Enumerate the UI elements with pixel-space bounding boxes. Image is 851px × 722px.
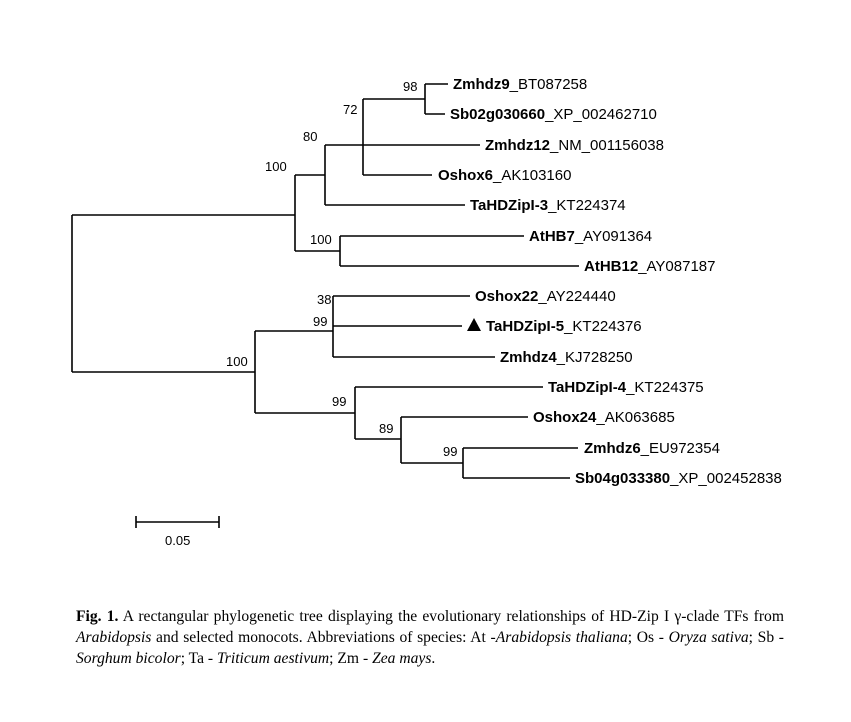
bootstrap-values: 98 72 80 100 100 38 99 100 99 89 99 xyxy=(226,79,457,459)
taxon-label: Oshox22_AY224440 xyxy=(475,288,616,305)
caption-species: Triticum aestivum xyxy=(216,650,330,667)
taxon-label: Zmhdz4_KJ728250 xyxy=(500,349,633,366)
tree-branches xyxy=(71,83,579,479)
caption-species: Arabidopsis xyxy=(76,629,152,646)
taxon-label: AtHB12_AY087187 xyxy=(584,258,715,275)
triangle-marker-icon xyxy=(467,318,481,331)
taxon-label: Oshox24_AK063685 xyxy=(533,409,675,426)
caption-text: and selected monocots. Abbreviations of … xyxy=(151,629,496,646)
bootstrap-value: 100 xyxy=(265,159,287,174)
scale-bar-label: 0.05 xyxy=(165,533,190,548)
taxon-label: TaHDZipI-4_KT224375 xyxy=(548,379,704,396)
figure-label: Fig. 1. xyxy=(76,608,119,625)
bootstrap-value: 80 xyxy=(303,129,317,144)
taxon-labels: Zmhdz9_BT087258 Sb02g030660_XP_002462710… xyxy=(438,76,782,487)
figure-caption: Fig. 1. A rectangular phylogenetic tree … xyxy=(76,606,784,669)
bootstrap-value: 99 xyxy=(332,394,346,409)
bootstrap-value: 99 xyxy=(313,314,327,329)
taxon-label: AtHB7_AY091364 xyxy=(529,228,652,245)
taxon-label: Sb04g033380_XP_002452838 xyxy=(575,470,782,487)
taxon-label: TaHDZipI-3_KT224374 xyxy=(470,197,626,214)
taxon-label: Zmhdz6_EU972354 xyxy=(584,440,720,457)
bootstrap-value: 38 xyxy=(317,292,331,307)
bootstrap-value: 99 xyxy=(443,444,457,459)
bootstrap-value: 100 xyxy=(310,232,332,247)
taxon-label: TaHDZipI-5_KT224376 xyxy=(486,318,642,335)
scale-bar: 0.05 xyxy=(135,516,220,548)
caption-text: ; Os - xyxy=(627,629,669,646)
caption-species: Zea mays xyxy=(372,650,432,667)
caption-species: Sorghum bicolor xyxy=(76,650,181,667)
taxon-label: Sb02g030660_XP_002462710 xyxy=(450,106,657,123)
caption-text: A rectangular phylogenetic tree displayi… xyxy=(118,608,784,625)
taxon-label: Oshox6_AK103160 xyxy=(438,167,571,184)
caption-text: . xyxy=(431,650,436,667)
caption-text: ; Zm - xyxy=(329,650,373,667)
taxon-label: Zmhdz12_NM_001156038 xyxy=(485,137,664,154)
caption-species: Oryza sativa xyxy=(668,629,749,646)
taxon-label: Zmhdz9_BT087258 xyxy=(453,76,587,93)
bootstrap-value: 89 xyxy=(379,421,393,436)
caption-species: Arabidopsis thaliana xyxy=(495,629,628,646)
bootstrap-value: 98 xyxy=(403,79,417,94)
caption-text: ; Sb - xyxy=(748,629,784,646)
bootstrap-value: 72 xyxy=(343,102,357,117)
bootstrap-value: 100 xyxy=(226,354,248,369)
caption-text: ; Ta - xyxy=(180,650,217,667)
